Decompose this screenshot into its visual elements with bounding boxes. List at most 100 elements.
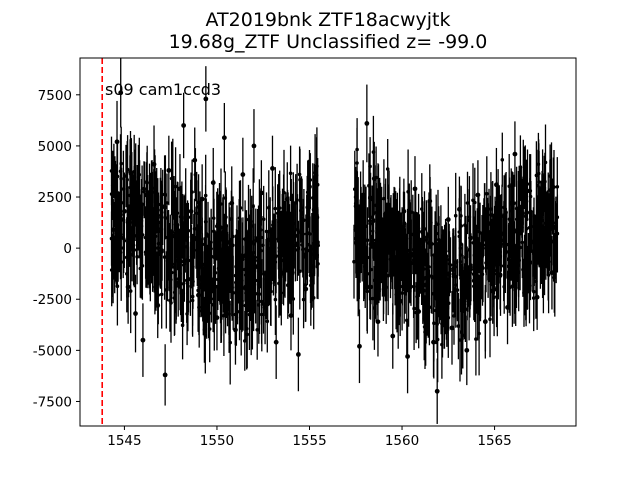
data-point xyxy=(553,201,559,271)
data-point-marker xyxy=(431,339,436,345)
data-point xyxy=(442,262,447,332)
data-point xyxy=(431,307,436,377)
data-point-marker xyxy=(382,262,388,267)
data-point xyxy=(229,166,235,240)
data-point-marker xyxy=(133,311,138,316)
data-point xyxy=(151,125,157,204)
data-point xyxy=(464,315,470,386)
data-point xyxy=(281,239,286,306)
data-point-marker xyxy=(218,225,224,231)
data-point-marker xyxy=(490,288,496,294)
data-point-marker xyxy=(527,188,533,194)
data-point xyxy=(310,231,316,302)
data-point-marker xyxy=(460,300,466,306)
data-point xyxy=(173,246,179,320)
data-point xyxy=(292,203,298,269)
data-point xyxy=(251,109,257,183)
data-point-marker xyxy=(482,319,488,325)
data-point-marker xyxy=(475,192,481,198)
data-point xyxy=(240,137,246,212)
data-point-marker xyxy=(166,168,172,173)
data-point-marker xyxy=(379,217,385,222)
data-point xyxy=(501,201,507,267)
data-point-marker xyxy=(397,298,403,304)
data-point-marker xyxy=(155,302,161,308)
data-point-marker xyxy=(240,172,246,177)
data-point xyxy=(401,178,407,245)
data-point xyxy=(397,266,403,337)
data-point xyxy=(353,199,359,261)
data-point xyxy=(453,227,459,298)
data-point xyxy=(471,244,477,318)
data-point-marker xyxy=(214,315,220,321)
chart-title-line2: 19.68g_ZTF Unclassified z= -99.0 xyxy=(168,31,488,53)
data-point-marker xyxy=(244,290,249,296)
data-point xyxy=(299,178,305,249)
data-point-marker xyxy=(266,237,272,243)
data-point-marker xyxy=(207,251,212,257)
data-point-marker xyxy=(307,184,312,190)
data-point xyxy=(523,254,529,320)
data-point-marker xyxy=(184,258,190,263)
data-point-marker xyxy=(368,284,373,290)
data-point xyxy=(122,172,127,251)
data-point-marker xyxy=(247,219,253,224)
data-point-marker xyxy=(170,233,175,239)
data-point-marker xyxy=(173,280,179,286)
data-point xyxy=(203,66,209,132)
x-tick-label: 1560 xyxy=(385,433,419,449)
data-point xyxy=(270,135,275,202)
data-point xyxy=(512,121,518,187)
data-point xyxy=(136,188,142,259)
data-point xyxy=(295,317,301,392)
data-point-marker xyxy=(371,176,377,182)
data-point xyxy=(508,168,514,238)
y-tick-label: 5000 xyxy=(38,139,72,155)
data-point xyxy=(266,205,272,275)
data-point-marker xyxy=(386,202,392,208)
data-point xyxy=(390,303,396,369)
data-point-marker xyxy=(494,182,499,188)
data-point xyxy=(118,58,124,128)
data-point-marker xyxy=(110,227,116,233)
data-point-marker xyxy=(258,190,264,196)
data-point-marker xyxy=(445,217,451,222)
data-point-marker xyxy=(545,202,551,208)
data-point-marker xyxy=(310,264,316,269)
data-point xyxy=(542,225,547,296)
data-point xyxy=(288,280,294,351)
data-point xyxy=(531,207,536,277)
data-point-marker xyxy=(531,239,536,245)
data-point xyxy=(486,188,492,259)
data-point xyxy=(505,270,510,345)
data-point-marker xyxy=(471,278,477,284)
axes: 1545 1550 1555 1560 1565 -7500 -5000 -2500 0 2500… xyxy=(33,57,577,449)
data-point xyxy=(434,358,440,424)
x-tick-label: 1550 xyxy=(200,433,234,449)
y-tick-label: -7500 xyxy=(33,394,72,410)
data-point-marker xyxy=(457,206,462,212)
data-point xyxy=(394,199,399,273)
data-point-marker xyxy=(405,354,410,359)
data-point xyxy=(218,190,224,265)
data-point-marker xyxy=(136,221,142,227)
data-point xyxy=(545,172,551,238)
data-point-marker xyxy=(159,215,164,220)
data-point-marker xyxy=(292,233,298,239)
data-point xyxy=(110,199,116,261)
data-point xyxy=(460,266,466,341)
data-point xyxy=(244,258,249,328)
data-point xyxy=(210,147,216,218)
data-point xyxy=(303,256,309,322)
data-point xyxy=(188,172,194,251)
data-point xyxy=(382,227,388,302)
data-point-marker xyxy=(438,239,444,245)
data-point-marker xyxy=(427,198,433,204)
data-point xyxy=(438,205,444,279)
data-point-marker xyxy=(505,305,510,310)
data-point-marker xyxy=(434,388,440,394)
data-point xyxy=(177,154,183,224)
data-point xyxy=(159,180,164,255)
data-point-marker xyxy=(273,339,279,345)
